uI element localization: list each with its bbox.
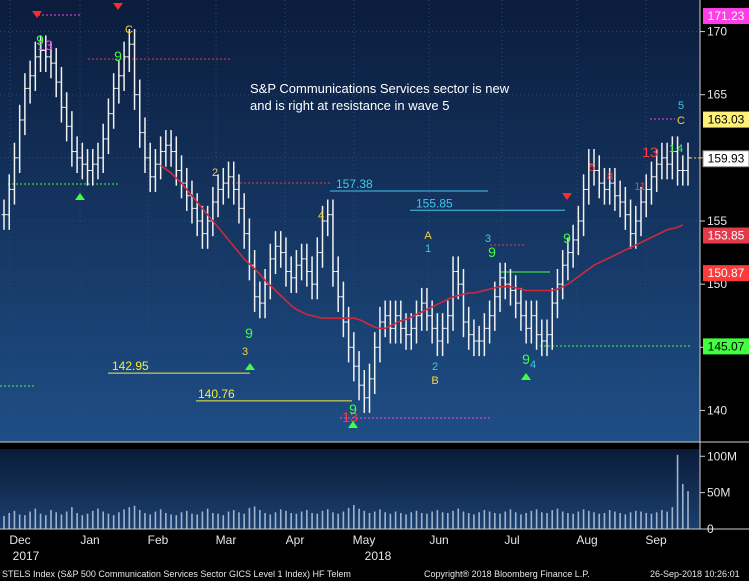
level-label-142.95: 142.95 (112, 359, 149, 373)
sell-arrow-1 (113, 3, 123, 10)
price-badge-label-150.87: 150.87 (708, 266, 745, 280)
footer-bar: STELS Index (S&P 500 Communication Servi… (0, 567, 749, 581)
count-marker-1: 13 (37, 37, 53, 53)
count-marker-3: C (125, 24, 133, 36)
buy-arrow-4 (245, 363, 255, 370)
count-marker-7: 3 (242, 346, 248, 358)
volume-tick-label-0: 0 (707, 522, 714, 536)
footer-copyright: Copyright® 2018 Bloomberg Finance L.P. (424, 569, 590, 579)
count-marker-2: 9 (114, 48, 122, 64)
buy-arrow-5 (521, 373, 531, 380)
count-marker-18: 9 (563, 230, 571, 246)
count-marker-16: 9 (522, 351, 530, 367)
sell-arrow-0 (32, 11, 42, 18)
volume-tick-label-100M: 100M (707, 449, 737, 463)
year-label-2018: 2018 (365, 549, 392, 563)
count-marker-23: 5 (678, 100, 684, 112)
price-badge-label-145.07: 145.07 (708, 339, 745, 353)
price-badge-153.85 (703, 227, 749, 244)
month-label-jun: Jun (429, 533, 448, 547)
price-badge-145.07 (703, 338, 749, 355)
month-label-aug: Aug (576, 533, 597, 547)
y-tick-label-140: 140 (707, 403, 727, 417)
count-marker-5: 4 (318, 210, 324, 222)
annotation-line-1: S&P Communications Services sector is ne… (250, 81, 510, 96)
month-label-jul: Jul (504, 533, 519, 547)
price-badge-150.87 (703, 265, 749, 282)
price-badge-label-163.03: 163.03 (708, 113, 745, 127)
price-badge-label-153.85: 153.85 (708, 229, 745, 243)
count-marker-10: A (424, 230, 432, 242)
count-marker-9: 9 (349, 401, 357, 417)
price-badge-171.23 (703, 8, 749, 25)
y-tick-label-165: 165 (707, 88, 727, 102)
count-marker-14: 9 (488, 244, 496, 260)
volume-panel (0, 449, 700, 529)
buy-arrow-3 (75, 193, 85, 200)
footer-timestamp: 26-Sep-2018 10:26:01 (650, 569, 740, 579)
level-label-157.38: 157.38 (336, 177, 373, 191)
price-badge-159.93 (702, 150, 749, 168)
count-marker-19: 5 (589, 162, 595, 174)
count-marker-12: 2 (432, 361, 438, 373)
count-marker-13: B (431, 375, 438, 387)
month-label-apr: Apr (286, 533, 305, 547)
count-marker-26: 8 (607, 171, 613, 183)
count-marker-21: 1 (669, 143, 675, 155)
level-label-140.76: 140.76 (198, 387, 235, 401)
y-tick-label-170: 170 (707, 25, 727, 39)
chart-annotation: S&P Communications Services sector is ne… (250, 80, 509, 114)
month-label-feb: Feb (148, 533, 169, 547)
sell-arrow-2 (562, 193, 572, 200)
count-marker-17: 4 (530, 359, 536, 371)
count-marker-20: 13 (642, 144, 658, 160)
year-label-2017: 2017 (13, 549, 40, 563)
footer-index-description: STELS Index (S&P 500 Communication Servi… (2, 569, 351, 579)
price-badge-label-171.23: 171.23 (708, 9, 745, 23)
buy-arrow-6 (348, 421, 358, 428)
count-marker-11: 1 (425, 243, 431, 255)
month-label-mar: Mar (216, 533, 237, 547)
count-marker-6: 9 (245, 325, 253, 341)
count-marker-4: 2 (212, 167, 218, 179)
month-label-may: May (353, 533, 376, 547)
y-tick-label-155: 155 (707, 214, 727, 228)
month-label-dec: Dec (9, 533, 30, 547)
count-marker-25: 11 (634, 181, 645, 193)
volume-tick-label-50M: 50M (707, 486, 730, 500)
price-badge-163.03 (703, 111, 749, 128)
count-marker-24: C (677, 115, 685, 127)
level-label-155.85: 155.85 (416, 196, 453, 210)
month-label-sep: Sep (645, 533, 667, 547)
moving-average-line (160, 164, 684, 330)
count-marker-0: 9 (36, 32, 44, 48)
annotation-line-2: and is right at resistance in wave 5 (250, 98, 450, 113)
count-marker-22: 4 (677, 143, 683, 155)
price-badge-label-159.93: 159.93 (708, 152, 745, 166)
month-label-jan: Jan (80, 533, 99, 547)
count-marker-15: 3 (485, 233, 491, 245)
count-marker-8: 13 (342, 409, 358, 425)
